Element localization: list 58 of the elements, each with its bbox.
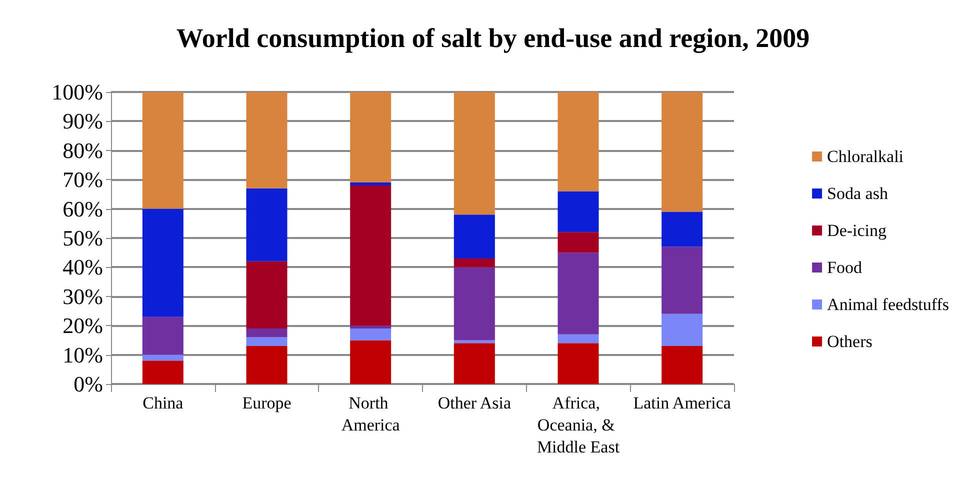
x-tick-label: China (142, 394, 184, 412)
bar (454, 258, 495, 268)
bar (454, 92, 495, 215)
chart-title: World consumption of salt by end-use and region, 2009 (176, 23, 810, 53)
bar (558, 92, 599, 192)
bar (350, 326, 392, 329)
x-tick-label: Europe (242, 394, 292, 412)
x-tick-label: Africa, Oceania, & Middle East (536, 394, 620, 456)
bar (350, 328, 392, 340)
bar (246, 188, 288, 262)
bar (454, 267, 495, 340)
y-tick-label: 50% (62, 226, 103, 250)
bar (662, 314, 703, 346)
y-tick-label: 80% (62, 138, 103, 163)
bar (558, 191, 599, 232)
x-tick-label: Latin America (633, 394, 732, 412)
bar (662, 92, 703, 212)
y-tick-label: 60% (62, 196, 103, 222)
bar (246, 328, 288, 338)
legend-label: De-icing (827, 221, 888, 240)
bar (350, 185, 392, 326)
y-tick-label: 10% (62, 342, 103, 368)
x-tick-label: North America (341, 394, 400, 434)
legend-label: Chloralkali (827, 147, 904, 166)
bar (246, 337, 288, 346)
y-tick-label: 40% (62, 254, 103, 280)
bar (350, 340, 392, 384)
bar (142, 208, 184, 317)
y-tick-label: 20% (62, 313, 103, 338)
bar (662, 346, 703, 384)
y-tick-label: 100% (52, 80, 103, 104)
bar (350, 92, 392, 183)
y-tick-label: 30% (62, 284, 103, 309)
y-tick-label: 90% (62, 108, 103, 134)
bar (558, 343, 599, 384)
bar (142, 316, 184, 355)
bar (246, 346, 288, 384)
y-tick-label: 70% (62, 167, 103, 192)
bar (558, 232, 599, 253)
bar (454, 343, 495, 384)
bar (662, 246, 703, 314)
legend-label: Others (827, 332, 872, 351)
bar (246, 261, 288, 329)
bar (558, 334, 599, 344)
bar (142, 360, 184, 384)
x-tick-label: Other Asia (438, 394, 512, 412)
legend-label: Soda ash (827, 184, 888, 203)
bar (454, 214, 495, 258)
y-tick-label: 0% (74, 372, 103, 396)
bar (350, 182, 392, 186)
legend-label: Food (827, 258, 862, 277)
bar (142, 354, 184, 361)
bar (454, 340, 495, 344)
bar (246, 92, 288, 188)
legend-label: Animal feedstuffs (827, 295, 950, 314)
bar (662, 212, 703, 247)
bar (558, 252, 599, 334)
bar (142, 92, 184, 209)
